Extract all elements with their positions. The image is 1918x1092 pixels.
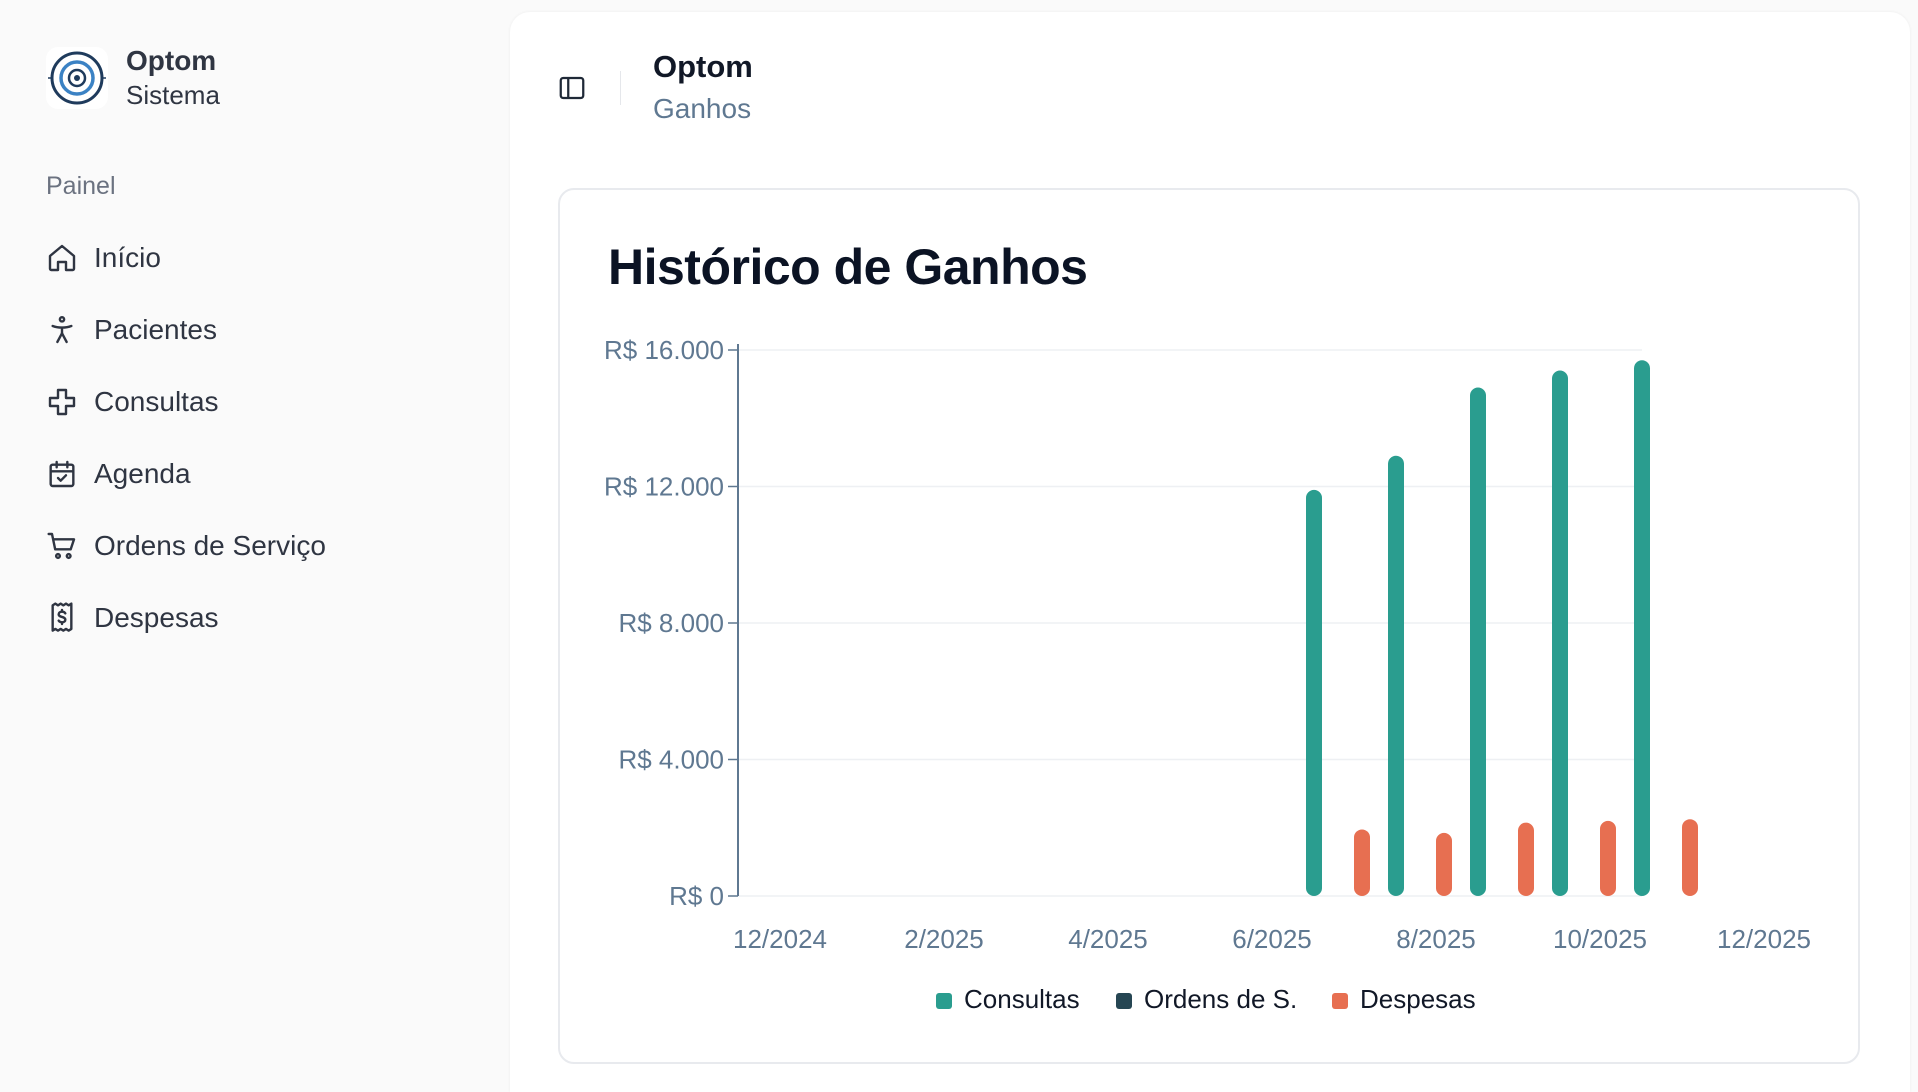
shopping-cart-icon	[47, 532, 76, 560]
y-tick-label: R$ 8.000	[618, 608, 724, 638]
bar-consultas	[1470, 387, 1486, 896]
bar-despesas	[1600, 820, 1616, 896]
header-divider	[620, 71, 621, 105]
main-panel: Optom Ganhos Histórico de Ganhos R$ 0 R$ …	[510, 12, 1910, 1092]
sidebar-toggle-icon	[559, 76, 585, 100]
bar-consultas	[1634, 360, 1650, 896]
home-icon	[48, 244, 76, 272]
calendar-check-icon	[49, 460, 75, 488]
earnings-history-card: Histórico de Ganhos R$ 0 R$ 4.000 R$ 8.000…	[558, 188, 1860, 1064]
page-title: Optom	[653, 49, 753, 84]
sidebar-toggle-button[interactable]	[548, 64, 596, 112]
bar-consultas	[1552, 370, 1568, 897]
bar-despesas	[1354, 829, 1370, 896]
sidebar-item-consultas[interactable]: Consultas	[46, 366, 476, 438]
legend-label: Despesas	[1360, 984, 1476, 1014]
x-tick-label: 4/2025	[1068, 924, 1148, 954]
receipt-dollar-icon	[51, 602, 73, 632]
bar-despesas	[1436, 832, 1452, 896]
legend-label: Ordens de S.	[1144, 984, 1297, 1014]
person-icon	[51, 316, 73, 344]
bar-consultas	[1388, 455, 1404, 896]
sidebar-item-label: Pacientes	[94, 314, 217, 345]
x-tick-label: 12/2024	[733, 924, 827, 954]
brand-subtitle: Sistema	[126, 80, 220, 110]
bar-despesas	[1682, 819, 1698, 896]
sidebar-item-label: Ordens de Serviço	[94, 530, 326, 561]
legend-label: Consultas	[964, 984, 1080, 1014]
sidebar-item-agenda[interactable]: Agenda	[46, 438, 476, 510]
sidebar-item-despesas[interactable]: Despesas	[46, 582, 476, 654]
nav-section-label: Painel	[46, 172, 116, 200]
logo-icon	[46, 47, 108, 109]
sidebar: Optom Sistema Painel Início Pacientes Co…	[0, 0, 508, 1092]
x-tick-label: 2/2025	[904, 924, 984, 954]
legend-swatch	[936, 993, 952, 1009]
x-tick-label: 12/2025	[1717, 924, 1811, 954]
card-title: Histórico de Ganhos	[608, 239, 1088, 295]
y-tick-label: R$ 4.000	[618, 745, 724, 775]
legend-swatch	[1116, 993, 1132, 1009]
sidebar-item-ordens-servico[interactable]: Ordens de Serviço	[46, 510, 476, 582]
y-tick-label: R$ 12.000	[604, 472, 724, 502]
top-header: Optom Ganhos	[548, 38, 753, 138]
x-tick-label: 6/2025	[1232, 924, 1312, 954]
y-tick-label: R$ 0	[669, 881, 724, 911]
sidebar-item-label: Agenda	[94, 458, 191, 489]
sidebar-item-inicio[interactable]: Início	[46, 222, 476, 294]
earnings-bar-chart: R$ 0 R$ 4.000 R$ 8.000 R$ 12.000 R$ 16.000 12…	[604, 335, 1811, 1014]
plus-cross-icon	[48, 388, 76, 416]
brand[interactable]: Optom Sistema	[46, 44, 220, 112]
x-tick-label: 10/2025	[1553, 924, 1647, 954]
sidebar-item-pacientes[interactable]: Pacientes	[46, 294, 476, 366]
brand-name: Optom	[126, 45, 217, 76]
bar-despesas	[1518, 822, 1534, 896]
bar-consultas	[1306, 489, 1322, 896]
sidebar-item-label: Despesas	[94, 602, 219, 633]
sidebar-nav: Início Pacientes Consultas Agenda Ordens…	[46, 222, 476, 654]
x-tick-label: 8/2025	[1396, 924, 1476, 954]
breadcrumb[interactable]: Ganhos	[653, 93, 752, 124]
sidebar-item-label: Consultas	[94, 386, 219, 417]
sidebar-item-label: Início	[94, 242, 161, 273]
legend-swatch	[1332, 993, 1348, 1009]
y-tick-label: R$ 16.000	[604, 335, 724, 365]
